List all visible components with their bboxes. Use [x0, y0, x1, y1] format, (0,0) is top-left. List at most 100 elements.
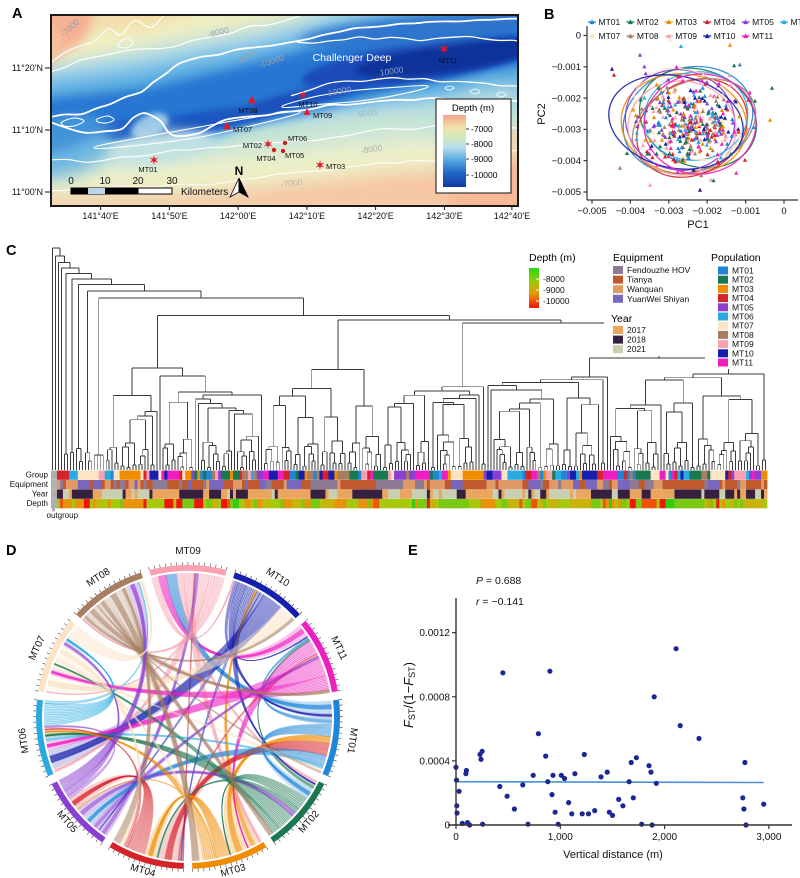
svg-text:Kilometers: Kilometers	[181, 187, 228, 198]
svg-text:141°40'E: 141°40'E	[82, 211, 118, 221]
svg-text:MT03: MT03	[732, 284, 754, 294]
svg-text:1,000: 1,000	[548, 832, 573, 843]
svg-text:11°20'N: 11°20'N	[12, 63, 43, 73]
svg-text:MT09: MT09	[313, 111, 332, 120]
svg-text:MT10: MT10	[264, 566, 292, 589]
svg-text:−0.001: −0.001	[552, 62, 581, 73]
svg-text:Fendouzhe HOV: Fendouzhe HOV	[627, 265, 691, 275]
svg-text:MT02: MT02	[732, 275, 754, 285]
svg-text:MT01: MT01	[599, 17, 621, 27]
svg-text:20: 20	[132, 176, 144, 187]
svg-text:0: 0	[444, 821, 450, 832]
svg-text:-7000: -7000	[280, 177, 303, 189]
svg-text:P = 0.688: P = 0.688	[476, 575, 521, 587]
svg-text:-10000: -10000	[471, 170, 498, 180]
svg-text:142°30'E: 142°30'E	[426, 211, 462, 221]
svg-text:142°20'E: 142°20'E	[357, 211, 393, 221]
svg-text:Vertical distance (m): Vertical distance (m)	[563, 849, 663, 861]
svg-text:-8000: -8000	[360, 143, 383, 156]
svg-text:MT05: MT05	[285, 151, 304, 160]
svg-text:2017: 2017	[627, 325, 646, 335]
svg-text:MT08: MT08	[238, 106, 257, 115]
svg-text:142°10'E: 142°10'E	[289, 211, 325, 221]
svg-text:MT11: MT11	[328, 635, 349, 663]
svg-text:−0.003: −0.003	[654, 206, 683, 217]
svg-text:MT07: MT07	[732, 321, 754, 331]
svg-text:2018: 2018	[627, 335, 646, 345]
svg-text:3,000: 3,000	[756, 832, 781, 843]
svg-text:MT01: MT01	[344, 727, 359, 754]
svg-text:YuanWei Shiyan: YuanWei Shiyan	[627, 294, 689, 304]
svg-text:A: A	[12, 6, 23, 22]
svg-text:MT08: MT08	[732, 330, 754, 340]
svg-text:9000: 9000	[358, 107, 378, 120]
svg-text:−0.004: −0.004	[552, 156, 581, 167]
svg-text:0.0004: 0.0004	[419, 756, 450, 767]
svg-text:MT09: MT09	[675, 31, 697, 41]
svg-text:0: 0	[576, 31, 581, 42]
svg-text:142°00'E: 142°00'E	[220, 211, 256, 221]
svg-text:MT07: MT07	[233, 125, 252, 134]
svg-text:MT05: MT05	[732, 302, 754, 312]
svg-text:−0.005: −0.005	[577, 206, 606, 217]
svg-text:2,000: 2,000	[652, 832, 677, 843]
svg-text:0.0012: 0.0012	[419, 628, 450, 639]
svg-text:−0.001: −0.001	[731, 206, 760, 217]
svg-text:Equipment: Equipment	[613, 252, 663, 264]
svg-text:N: N	[235, 164, 244, 178]
svg-text:MT02: MT02	[637, 17, 659, 27]
svg-text:-7000: -7000	[471, 124, 493, 134]
svg-text:−0.002: −0.002	[552, 93, 581, 104]
svg-text:MT08: MT08	[637, 31, 659, 41]
svg-text:MT11: MT11	[732, 358, 753, 368]
svg-text:0.0008: 0.0008	[419, 692, 450, 703]
svg-text:MT06: MT06	[17, 727, 32, 754]
svg-text:MT01: MT01	[732, 266, 754, 276]
svg-text:MT11: MT11	[752, 31, 773, 41]
svg-text:r = −0.141: r = −0.141	[476, 596, 524, 608]
svg-text:0: 0	[781, 206, 786, 217]
svg-text:Depth (m): Depth (m)	[529, 252, 576, 264]
svg-text:MT09: MT09	[175, 546, 201, 557]
svg-text:C: C	[6, 243, 17, 259]
svg-text:11°00'N: 11°00'N	[12, 187, 43, 197]
svg-text:PC2: PC2	[536, 103, 548, 124]
svg-text:MT04: MT04	[256, 154, 275, 163]
svg-text:30: 30	[166, 176, 178, 187]
svg-text:B: B	[544, 7, 554, 23]
svg-text:Group: Group	[26, 471, 49, 480]
svg-text:-9000: -9000	[471, 154, 493, 164]
svg-text:10000: 10000	[379, 64, 404, 77]
svg-text:−0.005: −0.005	[552, 187, 581, 198]
svg-text:PC1: PC1	[687, 219, 708, 231]
svg-text:142°40'E: 142°40'E	[494, 211, 530, 221]
svg-text:2021: 2021	[627, 344, 646, 354]
svg-text:-9000: -9000	[543, 285, 565, 295]
svg-text:MT06: MT06	[288, 134, 307, 143]
svg-text:MT10: MT10	[298, 100, 317, 109]
svg-text:10000: 10000	[327, 84, 352, 98]
svg-text:Year: Year	[611, 313, 633, 325]
svg-text:Equipment: Equipment	[10, 480, 49, 489]
svg-text:MT02: MT02	[243, 141, 262, 150]
svg-text:0: 0	[453, 832, 459, 843]
svg-text:MT10: MT10	[714, 31, 736, 41]
svg-text:MT06: MT06	[791, 17, 800, 27]
svg-text:MT11: MT11	[439, 56, 458, 65]
svg-text:-10000: -10000	[543, 296, 570, 306]
svg-text:Population: Population	[711, 252, 761, 264]
svg-text:Depth: Depth	[27, 499, 48, 508]
svg-text:−0.004: −0.004	[616, 206, 645, 217]
svg-text:MT03: MT03	[326, 162, 345, 171]
svg-text:outgroup: outgroup	[47, 511, 79, 520]
svg-text:Tianya: Tianya	[627, 275, 652, 285]
svg-text:MT08: MT08	[85, 566, 113, 589]
svg-text:MT09: MT09	[732, 339, 754, 349]
svg-text:−0.002: −0.002	[693, 206, 722, 217]
svg-text:Challenger Deep: Challenger Deep	[313, 52, 392, 64]
svg-text:Wanquan: Wanquan	[627, 284, 663, 294]
svg-text:MT04: MT04	[714, 17, 736, 27]
svg-text:Depth (m): Depth (m)	[452, 103, 494, 114]
svg-text:MT10: MT10	[732, 348, 754, 358]
svg-text:FST/(1−FST): FST/(1−FST)	[401, 662, 417, 728]
